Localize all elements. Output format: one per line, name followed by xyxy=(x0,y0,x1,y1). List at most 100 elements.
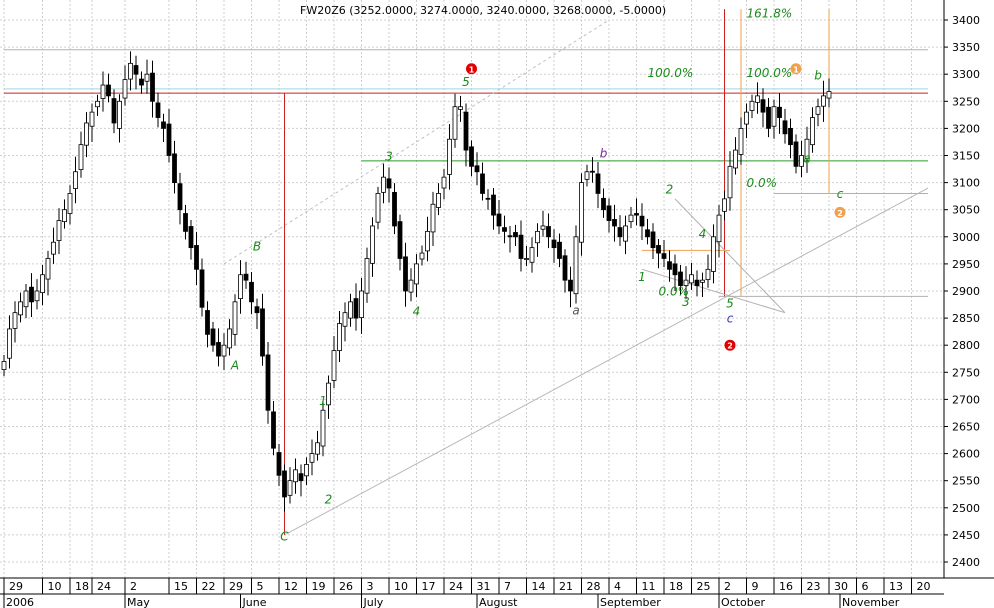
x-tick-label: 22 xyxy=(202,580,216,593)
candle-body xyxy=(821,95,826,107)
candle-body xyxy=(815,106,821,115)
candle-body xyxy=(326,382,331,406)
candle-body xyxy=(23,290,29,308)
candle-body xyxy=(45,258,51,280)
candle-body xyxy=(95,100,100,108)
candle-body xyxy=(84,122,89,146)
wave-label: A xyxy=(230,359,239,373)
x-tick-label: 5 xyxy=(257,580,264,593)
candle-body xyxy=(683,279,689,286)
candle-body xyxy=(705,268,711,281)
y-tick-label: 2400 xyxy=(952,556,980,569)
wave-marker xyxy=(724,339,736,351)
candle-body xyxy=(590,170,595,173)
candle-body xyxy=(601,197,606,211)
wave-marker xyxy=(466,63,477,75)
candle-body xyxy=(62,209,67,223)
y-axis: 2400 2450 2500 2550 2600 2650 2700 2750 2800 2850… xyxy=(943,0,980,578)
candle-body xyxy=(540,225,546,230)
price-bars xyxy=(1,51,832,512)
x-tick-label: 2 xyxy=(130,580,137,593)
y-tick-label: 2600 xyxy=(952,448,980,461)
candle-body xyxy=(304,464,309,477)
y-tick-label: 3250 xyxy=(952,95,980,108)
candle-body xyxy=(766,106,771,129)
fib-label: 0.0% xyxy=(747,176,778,190)
trendline-dashed xyxy=(223,19,610,265)
candle-body xyxy=(639,215,645,227)
y-tick-label: 2650 xyxy=(952,421,980,434)
candle-body xyxy=(392,191,397,227)
wave-label: a xyxy=(803,152,810,166)
candle-body xyxy=(216,342,221,357)
wave-marker xyxy=(790,63,802,75)
wave-label: a xyxy=(572,303,579,317)
candle-body xyxy=(287,480,293,496)
candle-body xyxy=(623,225,628,242)
x-tick-label: 9 xyxy=(752,580,759,593)
x-tick-label: 2 xyxy=(724,580,731,593)
candle-body xyxy=(441,176,447,189)
x-tick-label: 10 xyxy=(48,580,62,593)
x-tick-label: 4 xyxy=(614,580,621,593)
candle-body xyxy=(271,411,276,449)
candle-body xyxy=(122,79,128,99)
trendline xyxy=(284,187,929,536)
candle-body xyxy=(771,106,777,127)
wave-label: 3 xyxy=(385,149,393,163)
candle-body xyxy=(755,95,760,103)
candle-body xyxy=(463,111,469,151)
candle-body xyxy=(661,253,667,259)
candle-body xyxy=(469,146,474,167)
x-tick-label: 28 xyxy=(587,580,601,593)
candle-body xyxy=(656,245,661,254)
candle-body xyxy=(810,117,815,146)
candle-body xyxy=(507,235,513,238)
candle-body xyxy=(557,241,562,259)
candle-body xyxy=(100,84,106,99)
candle-body xyxy=(331,350,337,381)
candle-body xyxy=(727,165,733,199)
candle-body xyxy=(34,290,40,302)
fib-label: 100.0% xyxy=(648,66,694,80)
candle-body xyxy=(293,469,298,483)
x-tick-label: 24 xyxy=(97,580,111,593)
candle-body xyxy=(342,312,348,327)
candle-body xyxy=(628,214,634,223)
candle-body xyxy=(430,203,436,233)
wave-label: C xyxy=(280,529,289,543)
candle-body xyxy=(254,306,260,314)
x-month-label: October xyxy=(721,596,765,608)
wave-label: B xyxy=(253,239,261,253)
candle-body xyxy=(221,344,227,357)
fib-label: 100.0% xyxy=(747,66,793,80)
candle-body xyxy=(150,72,155,102)
candle-body xyxy=(535,230,540,244)
x-tick-label: 21 xyxy=(559,580,573,593)
candle-body xyxy=(744,111,749,125)
wave-label: 3 xyxy=(682,295,690,309)
y-tick-label: 3300 xyxy=(952,68,980,81)
x-tick-label: 29 xyxy=(9,580,23,593)
candle-body xyxy=(474,165,480,173)
candle-body xyxy=(199,269,205,308)
y-tick-label: 2900 xyxy=(952,285,980,298)
candle-body xyxy=(249,281,254,303)
candle-body xyxy=(678,271,683,286)
candle-body xyxy=(733,149,738,169)
candle-body xyxy=(496,213,502,227)
candle-body xyxy=(1,361,7,370)
candle-body xyxy=(238,274,243,299)
candle-body xyxy=(425,230,430,252)
candle-body xyxy=(78,144,84,170)
wave-marker xyxy=(834,206,846,218)
x-tick-label: 19 xyxy=(312,580,326,593)
candle-body xyxy=(315,442,320,455)
wave-label: 1 xyxy=(638,270,646,284)
y-tick-label: 3000 xyxy=(952,231,980,244)
candle-body xyxy=(782,120,788,135)
candle-body xyxy=(672,263,678,276)
x-tick-label: 17 xyxy=(422,580,436,593)
candle-body xyxy=(568,279,573,292)
candle-body xyxy=(711,236,716,272)
